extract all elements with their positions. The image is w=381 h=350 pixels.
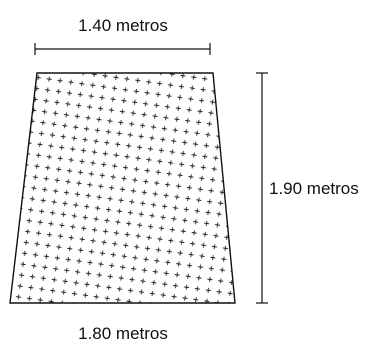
trapezoid-shape: [9, 72, 236, 304]
height-dimension-line: [256, 72, 268, 304]
top-width-label: 1.40 metros: [78, 16, 168, 35]
top-dimension-line: [34, 43, 211, 55]
height-label: 1.90 metros: [269, 179, 359, 198]
bottom-width-label: 1.80 metros: [78, 324, 168, 343]
